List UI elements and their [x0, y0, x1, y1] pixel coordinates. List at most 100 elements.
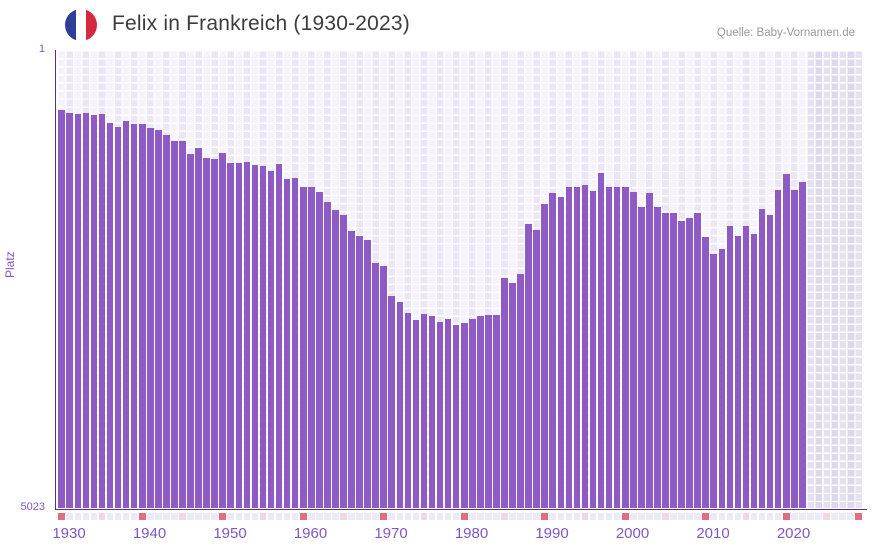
- bar-2004[interactable]: [654, 207, 661, 508]
- bar-1992[interactable]: [557, 197, 565, 508]
- bar-1935[interactable]: [98, 113, 106, 508]
- bar-2021[interactable]: [790, 189, 798, 508]
- bar-1997[interactable]: [597, 173, 605, 508]
- bar-1948[interactable]: [203, 157, 210, 508]
- bar-2001[interactable]: [629, 191, 637, 508]
- strip-cell-2015: [742, 512, 750, 520]
- bar-1978[interactable]: [444, 319, 452, 508]
- bar-2019[interactable]: [774, 189, 782, 508]
- bar-2022[interactable]: [799, 181, 806, 508]
- bar-1951[interactable]: [227, 163, 235, 508]
- bar-1971[interactable]: [388, 295, 396, 508]
- bar-1976[interactable]: [428, 315, 436, 508]
- bar-1946[interactable]: [187, 154, 194, 508]
- bar-2010[interactable]: [702, 237, 710, 508]
- bar-1962[interactable]: [316, 191, 323, 508]
- bar-1941[interactable]: [146, 127, 154, 508]
- bar-1949[interactable]: [211, 159, 218, 508]
- bar-1993[interactable]: [565, 187, 573, 508]
- bar-1987[interactable]: [517, 274, 524, 508]
- bar-1979[interactable]: [452, 324, 460, 508]
- bar-1936[interactable]: [106, 122, 114, 508]
- bar-1982[interactable]: [477, 316, 484, 508]
- bar-1964[interactable]: [332, 209, 339, 508]
- bar-1995[interactable]: [581, 184, 589, 508]
- bar-2020[interactable]: [782, 174, 790, 508]
- bar-1931[interactable]: [66, 112, 74, 508]
- bar-1986[interactable]: [509, 283, 516, 508]
- bar-2016[interactable]: [750, 233, 758, 508]
- strip-cell-1997: [597, 512, 605, 520]
- bar-1981[interactable]: [468, 319, 476, 508]
- bar-1944[interactable]: [171, 140, 178, 508]
- bar-1983[interactable]: [485, 315, 492, 508]
- bar-1965[interactable]: [340, 214, 347, 508]
- bar-1945[interactable]: [179, 140, 186, 508]
- bar-1966[interactable]: [348, 230, 355, 508]
- bar-1961[interactable]: [307, 186, 315, 508]
- bar-2006[interactable]: [670, 212, 677, 508]
- bar-1959[interactable]: [291, 178, 299, 508]
- strip-cell-2022: [799, 512, 806, 520]
- bar-1934[interactable]: [90, 114, 98, 508]
- bar-1996[interactable]: [589, 190, 597, 508]
- bar-1963[interactable]: [324, 202, 331, 508]
- strip-cell-1950: [219, 512, 227, 520]
- bar-2000[interactable]: [621, 186, 629, 508]
- bar-1980[interactable]: [460, 323, 468, 508]
- strip-cell-1935: [98, 512, 106, 520]
- bar-2017[interactable]: [758, 209, 766, 508]
- bar-2008[interactable]: [686, 218, 693, 508]
- bar-1991[interactable]: [549, 193, 557, 508]
- bar-1968[interactable]: [364, 239, 371, 508]
- bar-1950[interactable]: [219, 153, 227, 508]
- bar-1952[interactable]: [235, 162, 243, 508]
- bar-1937[interactable]: [114, 126, 122, 508]
- bar-1989[interactable]: [533, 230, 540, 508]
- bar-1985[interactable]: [501, 278, 508, 508]
- bar-1947[interactable]: [195, 148, 202, 508]
- bar-1940[interactable]: [138, 124, 146, 508]
- bar-1938[interactable]: [122, 120, 130, 508]
- bar-1933[interactable]: [82, 112, 90, 508]
- bar-1960[interactable]: [299, 186, 307, 508]
- bar-2012[interactable]: [718, 248, 726, 508]
- bar-1956[interactable]: [267, 170, 275, 508]
- bar-1975[interactable]: [420, 314, 428, 508]
- bar-1955[interactable]: [259, 165, 267, 508]
- bar-1972[interactable]: [396, 301, 404, 508]
- bar-2013[interactable]: [726, 226, 734, 508]
- bar-2005[interactable]: [662, 212, 669, 508]
- bar-1942[interactable]: [155, 129, 162, 508]
- bar-1958[interactable]: [283, 179, 291, 508]
- bar-1967[interactable]: [356, 235, 363, 508]
- bar-2014[interactable]: [734, 235, 742, 508]
- bar-1954[interactable]: [251, 164, 259, 508]
- bar-1977[interactable]: [436, 321, 444, 508]
- bar-1957[interactable]: [275, 163, 283, 508]
- bar-2007[interactable]: [678, 220, 685, 508]
- bar-2002[interactable]: [638, 207, 645, 508]
- bar-1953[interactable]: [243, 162, 251, 508]
- strip-cell-1977: [436, 512, 444, 520]
- bar-1974[interactable]: [412, 320, 420, 508]
- bar-2015[interactable]: [742, 226, 750, 508]
- bar-1998[interactable]: [605, 187, 613, 508]
- bar-2009[interactable]: [694, 212, 701, 508]
- bar-1988[interactable]: [525, 223, 532, 508]
- bar-1999[interactable]: [613, 186, 621, 508]
- bar-1943[interactable]: [163, 134, 170, 508]
- bar-2018[interactable]: [766, 215, 774, 508]
- bar-1970[interactable]: [380, 265, 388, 508]
- bar-1930[interactable]: [58, 109, 66, 508]
- bar-1984[interactable]: [493, 315, 500, 508]
- bar-1939[interactable]: [130, 124, 138, 508]
- bar-2011[interactable]: [710, 254, 718, 508]
- plot-area[interactable]: [57, 50, 862, 508]
- bar-1932[interactable]: [74, 113, 82, 508]
- bar-2003[interactable]: [646, 193, 653, 508]
- bar-1990[interactable]: [541, 203, 549, 508]
- bar-1973[interactable]: [404, 313, 412, 508]
- bar-1969[interactable]: [372, 263, 379, 508]
- bar-1994[interactable]: [573, 186, 581, 508]
